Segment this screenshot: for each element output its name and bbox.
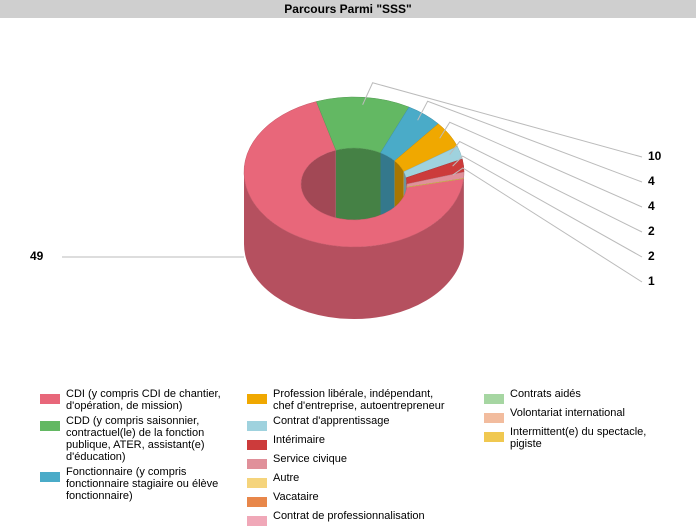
legend-label: CDD (y compris saisonnier, contractuel(l…: [66, 415, 248, 463]
legend-label: Intérimaire: [273, 434, 325, 446]
legend-swatch: [40, 472, 60, 482]
page: {"chart_data": {"type": "pie", "title": …: [0, 0, 696, 510]
legend-label: Autre: [273, 472, 299, 484]
legend-swatch: [247, 421, 267, 431]
legend-item: Profession libérale, indépendant, chef d…: [247, 388, 455, 412]
legend-item: Intérimaire: [247, 434, 455, 450]
leader-line: [440, 122, 642, 207]
data-label: 4: [648, 199, 655, 213]
legend-column: Profession libérale, indépendant, chef d…: [247, 388, 455, 529]
legend-item: Intermittent(e) du spectacle, pigiste: [484, 426, 654, 450]
legend-label: Contrat de professionnalisation: [273, 510, 425, 522]
legend-swatch: [40, 394, 60, 404]
legend-item: Contrats aidés: [484, 388, 654, 404]
legend-item: Contrat d'apprentissage: [247, 415, 455, 431]
leader-line: [450, 142, 642, 232]
donut: [244, 97, 464, 319]
legend-item: Vacataire: [247, 491, 455, 507]
legend-label: Vacataire: [273, 491, 319, 503]
legend-item: Fonctionnaire (y compris fonctionnaire s…: [40, 466, 248, 502]
legend-swatch: [484, 413, 504, 423]
data-label: 49: [30, 249, 44, 263]
legend-item: Service civique: [247, 453, 455, 469]
legend-label: Volontariat international: [510, 407, 625, 419]
legend-swatch: [484, 432, 504, 442]
data-label: 2: [648, 224, 655, 238]
legend-swatch: [247, 497, 267, 507]
legend-swatch: [247, 440, 267, 450]
legend-item: CDD (y compris saisonnier, contractuel(l…: [40, 415, 248, 463]
data-label: 4: [648, 174, 655, 188]
legend-swatch: [484, 394, 504, 404]
legend-label: CDI (y compris CDI de chantier, d'opérat…: [66, 388, 248, 412]
legend: CDI (y compris CDI de chantier, d'opérat…: [0, 388, 696, 508]
legend-swatch: [247, 459, 267, 469]
legend-label: Service civique: [273, 453, 347, 465]
legend-swatch: [247, 478, 267, 488]
legend-label: Profession libérale, indépendant, chef d…: [273, 388, 455, 412]
data-label: 10: [648, 149, 662, 163]
legend-item: Volontariat international: [484, 407, 654, 423]
legend-swatch: [247, 394, 267, 404]
legend-column: Contrats aidés Volontariat international I…: [484, 388, 654, 453]
chart-title: Parcours Parmi "SSS": [0, 0, 696, 18]
data-label: 2: [648, 249, 655, 263]
legend-label: Intermittent(e) du spectacle, pigiste: [510, 426, 654, 450]
chart: 49 10 4 4 2 2 1: [0, 18, 696, 388]
legend-item: CDI (y compris CDI de chantier, d'opérat…: [40, 388, 248, 412]
legend-label: Fonctionnaire (y compris fonctionnaire s…: [66, 466, 248, 502]
legend-item: Autre: [247, 472, 455, 488]
legend-swatch: [40, 421, 60, 431]
data-label: 1: [648, 274, 655, 288]
legend-column: CDI (y compris CDI de chantier, d'opérat…: [40, 388, 248, 505]
legend-label: Contrats aidés: [510, 388, 581, 400]
legend-item: Contrat de professionnalisation: [247, 510, 455, 526]
legend-swatch: [247, 516, 267, 526]
legend-label: Contrat d'apprentissage: [273, 415, 389, 427]
inner-wall: [336, 148, 381, 225]
